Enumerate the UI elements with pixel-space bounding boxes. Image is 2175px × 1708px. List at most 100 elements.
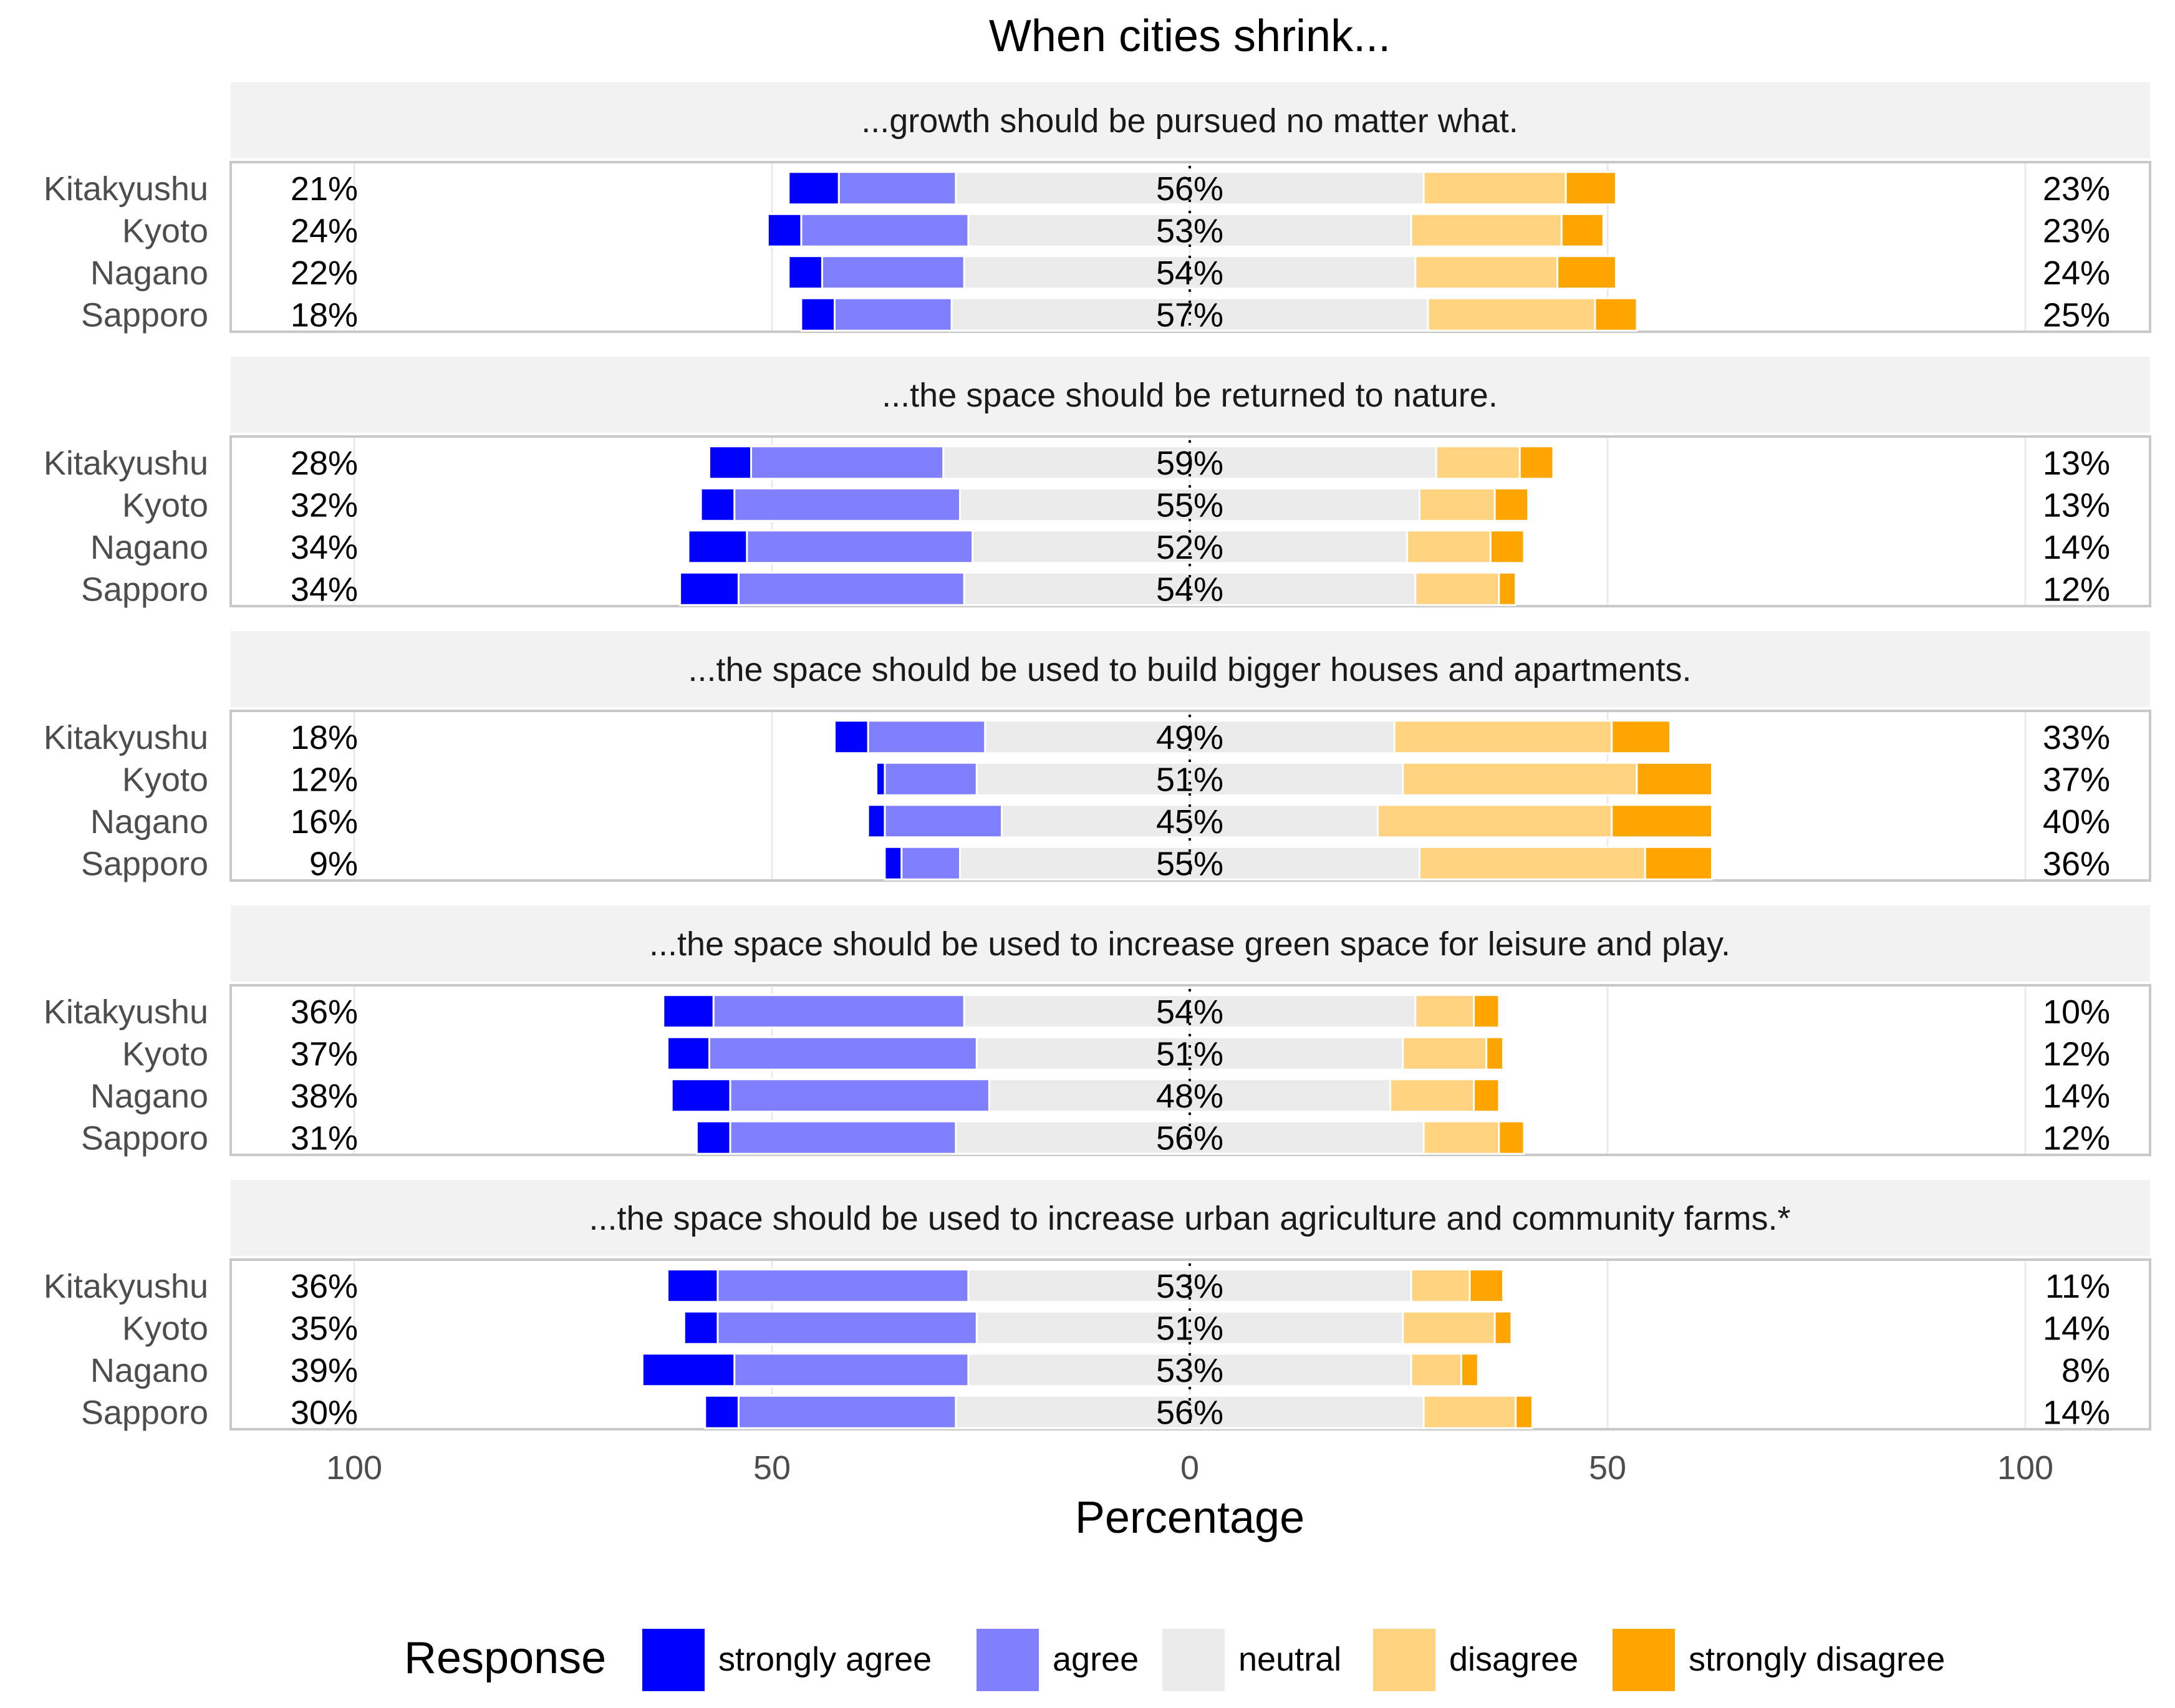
bar-segment-disagree: [1422, 1120, 1500, 1155]
row-label: Kyoto: [122, 1035, 208, 1073]
panel-1: ...growth should be pursued no matter wh…: [44, 82, 2151, 334]
label-disagree-total: 14%: [2043, 1394, 2110, 1431]
bar-segment-agree: [729, 1120, 957, 1155]
legend-title: Response: [404, 1633, 606, 1683]
bar-segment-strongly-disagree: [1498, 571, 1517, 606]
panel-3: ...the space should be used to build big…: [44, 631, 2151, 882]
bar-segment-strongly-agree: [834, 720, 869, 755]
panel-strip: [231, 631, 2150, 707]
label-neutral: 53%: [1156, 1352, 1223, 1389]
bar-row-kitakyushu: Kitakyushu 36% 53% 11%: [44, 1268, 2110, 1305]
bar-segment-agree: [834, 297, 953, 332]
bar-segment-neutral: [959, 846, 1420, 881]
bar-row-nagano: Nagano 34% 52% 14%: [90, 529, 2110, 566]
bar-row-kitakyushu: Kitakyushu 28% 59% 13%: [44, 445, 2110, 482]
row-label: Sapporo: [81, 845, 208, 882]
bar-segment-agree: [884, 804, 1003, 839]
bar-row-nagano: Nagano 16% 45% 40%: [90, 803, 2110, 841]
legend: Response strongly agree agree neutral disag…: [404, 1629, 1945, 1691]
label-agree-total: 36%: [291, 993, 358, 1031]
bar-segment-strongly-agree: [704, 1394, 740, 1429]
bar-segment-agree: [800, 213, 970, 248]
label-agree-total: 24%: [291, 212, 358, 249]
label-disagree-total: 36%: [2043, 845, 2110, 882]
bar-segment-agree: [900, 846, 961, 881]
label-disagree-total: 12%: [2043, 571, 2110, 608]
bar-segment-disagree: [1402, 1036, 1488, 1071]
bar-segment-strongly-agree: [687, 529, 748, 564]
panel-question: ...the space should be used to build big…: [688, 651, 1691, 688]
panel-question: ...growth should be pursued no matter wh…: [861, 102, 1518, 140]
label-agree-total: 32%: [291, 486, 358, 524]
legend-item-neutral: neutral: [1162, 1629, 1341, 1691]
row-label: Sapporo: [81, 1394, 208, 1431]
bar-segment-strongly-disagree: [1460, 1353, 1479, 1387]
label-agree-total: 16%: [291, 803, 358, 841]
row-label: Kitakyushu: [44, 170, 208, 208]
row-label: Kitakyushu: [44, 1268, 208, 1305]
bar-segment-strongly-agree: [884, 846, 903, 881]
bar-segment-strongly-disagree: [1560, 213, 1604, 248]
bar-segment-strongly-disagree: [1473, 994, 1500, 1029]
bar-row-kitakyushu: Kitakyushu 36% 54% 10%: [44, 993, 2110, 1031]
bar-segment-agree: [733, 487, 961, 522]
bar-row-kyoto: Kyoto 24% 53% 23%: [122, 212, 2110, 249]
bar-segment-agree: [821, 255, 965, 290]
bar-segment-disagree: [1427, 297, 1596, 332]
x-tick-label: 100: [1997, 1449, 2053, 1487]
panel-strip: [231, 357, 2150, 433]
legend-swatch: [977, 1629, 1039, 1691]
panel-question: ...the space should be returned to natur…: [882, 377, 1498, 414]
bar-segment-strongly-disagree: [1489, 529, 1525, 564]
label-neutral: 45%: [1156, 803, 1223, 841]
bar-segment-strongly-disagree: [1556, 255, 1617, 290]
bar-row-sapporo: Sapporo 18% 57% 25%: [81, 296, 2110, 334]
chart-title: When cities shrink...: [989, 11, 1391, 61]
row-label: Sapporo: [81, 296, 208, 334]
bar-segment-strongly-disagree: [1498, 1120, 1525, 1155]
label-agree-total: 34%: [291, 529, 358, 566]
label-disagree-total: 13%: [2043, 486, 2110, 524]
bar-segment-disagree: [1419, 846, 1646, 881]
label-neutral: 51%: [1156, 1310, 1223, 1347]
label-disagree-total: 14%: [2043, 1078, 2110, 1115]
bar-segment-strongly-disagree: [1518, 445, 1555, 480]
bar-segment-agree: [837, 171, 957, 206]
x-tick-label: 50: [1589, 1449, 1626, 1487]
label-disagree-total: 14%: [2043, 529, 2110, 566]
legend-swatch: [1613, 1629, 1675, 1691]
bar-segment-strongly-agree: [667, 1268, 719, 1303]
bar-segment-agree: [750, 445, 945, 480]
x-axis: 100 50 0 50 100: [326, 1449, 2053, 1487]
bar-segment-agree: [716, 1310, 978, 1345]
label-disagree-total: 11%: [2045, 1268, 2110, 1305]
label-neutral: 51%: [1156, 1035, 1223, 1073]
row-label: Nagano: [90, 254, 208, 292]
bar-segment-strongly-disagree: [1594, 297, 1638, 332]
bar-row-kyoto: Kyoto 37% 51% 12%: [122, 1035, 2110, 1073]
bar-segment-strongly-agree: [670, 1078, 731, 1113]
bar-segment-disagree: [1393, 720, 1613, 755]
x-tick-label: 50: [753, 1449, 791, 1487]
bar-segment-strongly-disagree: [1493, 1310, 1513, 1345]
bar-segment-disagree: [1410, 1268, 1471, 1303]
bar-segment-disagree: [1422, 1394, 1517, 1429]
label-disagree-total: 8%: [2062, 1352, 2110, 1389]
label-neutral: 55%: [1156, 486, 1223, 524]
bar-segment-disagree: [1419, 487, 1496, 522]
label-agree-total: 18%: [291, 296, 358, 334]
bar-segment-disagree: [1402, 761, 1638, 796]
row-label: Kyoto: [122, 761, 208, 798]
legend-item-strongly-disagree: strongly disagree: [1613, 1629, 1945, 1691]
bar-segment-strongly-disagree: [1468, 1268, 1504, 1303]
legend-label: strongly agree: [718, 1641, 932, 1678]
label-agree-total: 22%: [291, 254, 358, 292]
bar-segment-disagree: [1422, 171, 1567, 206]
label-disagree-total: 14%: [2043, 1310, 2110, 1347]
legend-swatch: [1162, 1629, 1225, 1691]
bar-segment-neutral: [988, 1078, 1392, 1113]
row-label: Kitakyushu: [44, 993, 208, 1031]
label-disagree-total: 12%: [2043, 1119, 2110, 1157]
bar-segment-strongly-disagree: [1644, 846, 1714, 881]
panels-group: ...growth should be pursued no matter wh…: [44, 82, 2151, 1431]
